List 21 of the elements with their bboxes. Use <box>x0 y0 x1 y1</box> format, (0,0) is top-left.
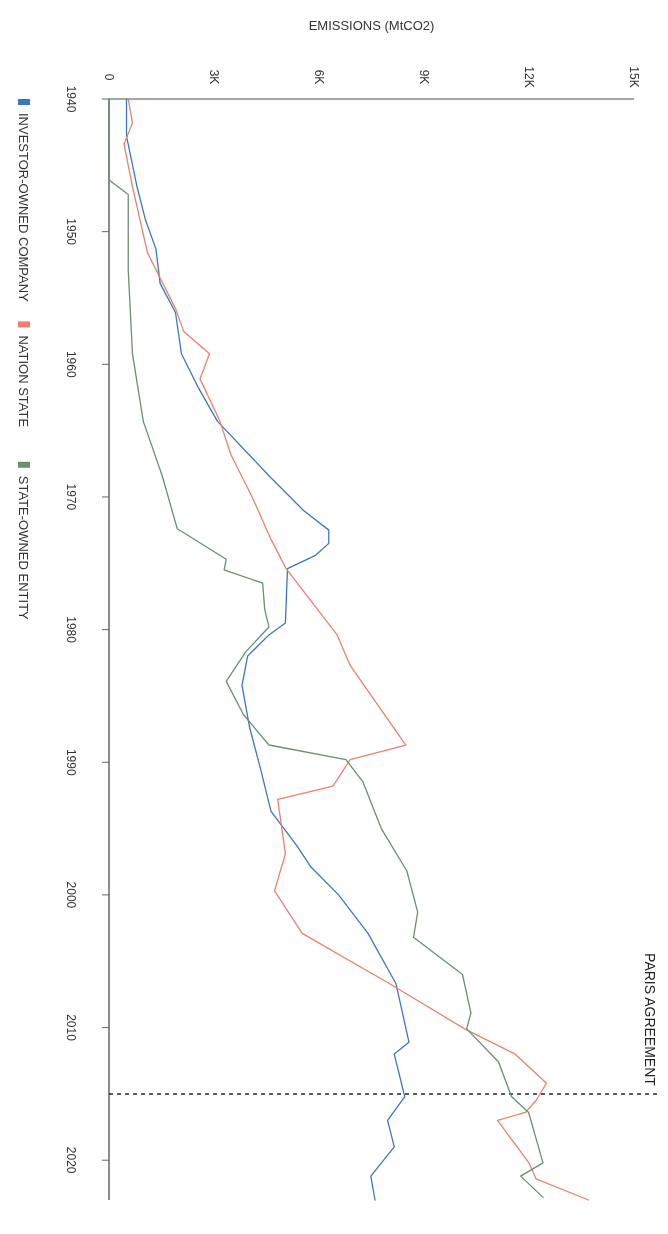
legend-label: NATION STATE <box>16 335 32 428</box>
x-axis-title: EMISSIONS (MtCO2) <box>308 18 435 33</box>
y-tick-label: 1940 <box>63 85 78 113</box>
x-tick-label: 12K <box>521 66 536 88</box>
x-tick-label: 6K <box>311 69 326 85</box>
y-tick-label: 2020 <box>63 1146 78 1174</box>
y-tick-label: 2010 <box>63 1014 78 1042</box>
x-tick-label: 0 <box>101 73 116 81</box>
y-tick-label: 1980 <box>63 616 78 644</box>
x-tick-label: 9K <box>416 69 431 85</box>
line-series <box>125 98 410 1201</box>
x-tick-label: 15K <box>626 66 641 88</box>
x-tick-label: 3K <box>206 69 221 85</box>
y-tick-label: 1990 <box>63 748 78 776</box>
legend-label: STATE-OWNED ENTITY <box>16 475 32 621</box>
legend-label: INVESTOR-OWNED COMPANY <box>16 113 32 303</box>
y-tick-label: 2000 <box>63 881 78 909</box>
ref-line-label: PARIS AGREEMENT <box>642 953 659 1087</box>
y-tick-label: 1970 <box>63 483 78 511</box>
y-tick-label: 1960 <box>63 350 78 378</box>
y-tick-label: 1950 <box>63 218 78 246</box>
